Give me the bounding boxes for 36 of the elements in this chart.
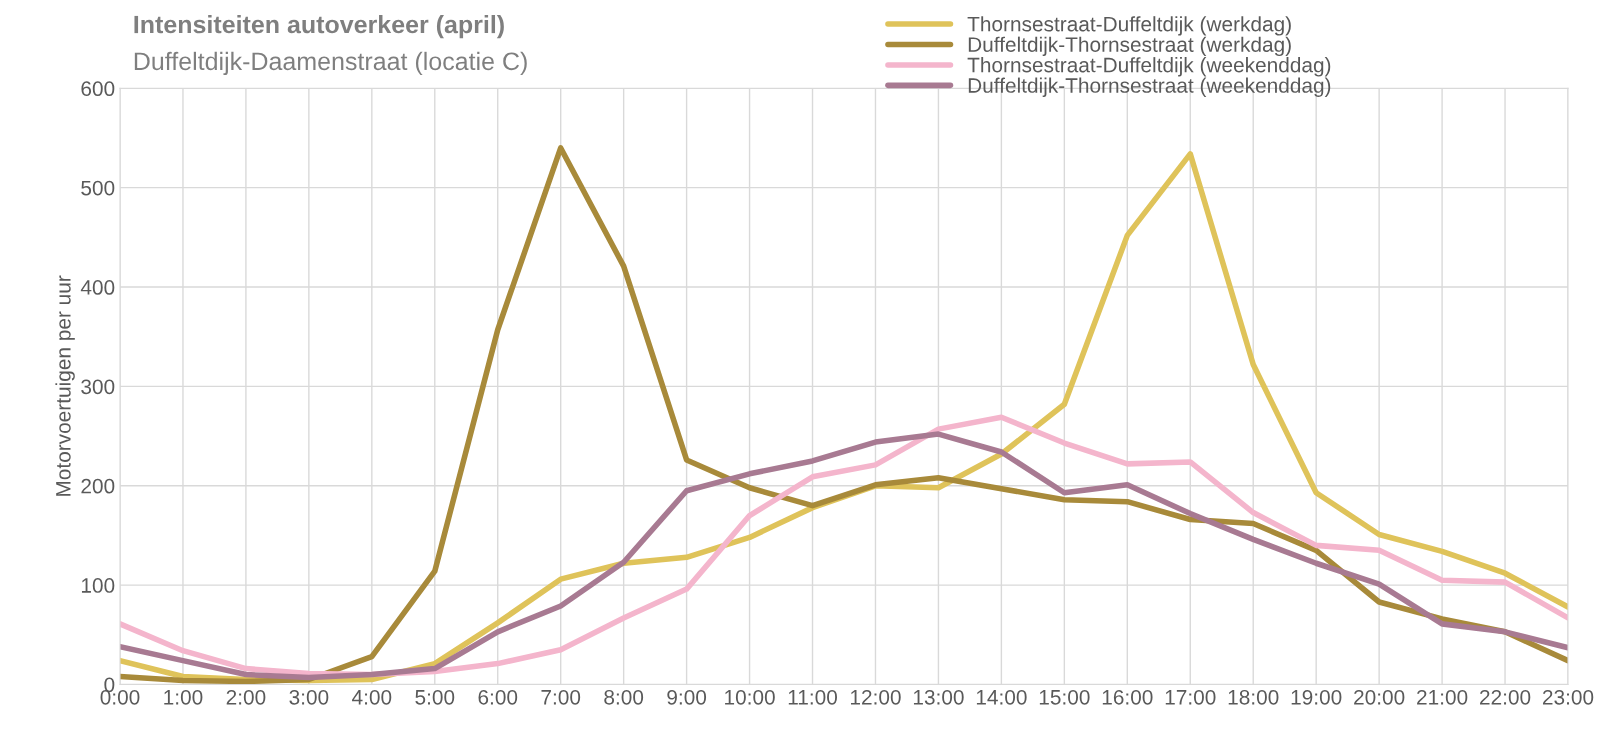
y-tick-label: 200 <box>81 478 115 494</box>
x-tick-label: 20:00 <box>1354 689 1405 705</box>
x-tick-label: 16:00 <box>1102 689 1153 705</box>
x-tick-label: 11:00 <box>788 689 838 705</box>
x-tick-label: 14:00 <box>976 689 1027 705</box>
legend-label: Thornsestraat-Duffeltdijk (werkdag) <box>967 16 1291 36</box>
y-tick-label: 300 <box>81 379 115 395</box>
x-tick-label: 15:00 <box>1039 689 1090 705</box>
y-tick-label: 600 <box>81 81 115 97</box>
y-axis-title: Motorvoertuigen per uur <box>55 275 75 496</box>
x-tick-label: 4:00 <box>352 689 392 705</box>
x-tick-label: 17:00 <box>1165 689 1216 705</box>
x-tick-label: 9:00 <box>667 689 707 705</box>
x-tick-label: 19:00 <box>1291 689 1342 705</box>
x-tick-label: 7:00 <box>541 689 581 705</box>
x-tick-label: 13:00 <box>913 689 964 705</box>
y-tick-label: 400 <box>80 280 115 295</box>
x-tick-label: 23:00 <box>1542 689 1594 705</box>
chart-subtitle: Duffeltdijk-Daamenstraat (locatie C) <box>134 51 527 76</box>
x-tick-label: 22:00 <box>1480 689 1531 705</box>
x-tick-label: 1:00 <box>164 689 203 705</box>
x-tick-label: 2:00 <box>226 689 266 705</box>
y-tick-label: 500 <box>81 180 115 196</box>
x-tick-label: 5:00 <box>415 689 455 705</box>
legend-label: Duffeltdijk-Thornsestraat (weekenddag) <box>968 77 1331 97</box>
x-tick-label: 18:00 <box>1228 689 1279 705</box>
legend-label: Thornsestraat-Duffeltdijk (weekenddag) <box>967 57 1331 77</box>
y-tick-label: 100 <box>81 578 115 593</box>
x-tick-label: 8:00 <box>604 689 644 705</box>
x-tick-label: 21:00 <box>1417 689 1468 705</box>
x-tick-label: 12:00 <box>851 689 901 705</box>
x-tick-label: 10:00 <box>725 689 775 705</box>
x-tick-label: 3:00 <box>289 689 329 705</box>
legend-label: Duffeltdijk-Thornsestraat (werkdag) <box>968 36 1291 57</box>
x-tick-label: 6:00 <box>478 689 518 705</box>
chart-title: Intensiteiten autoverkeer (april) <box>134 15 504 39</box>
